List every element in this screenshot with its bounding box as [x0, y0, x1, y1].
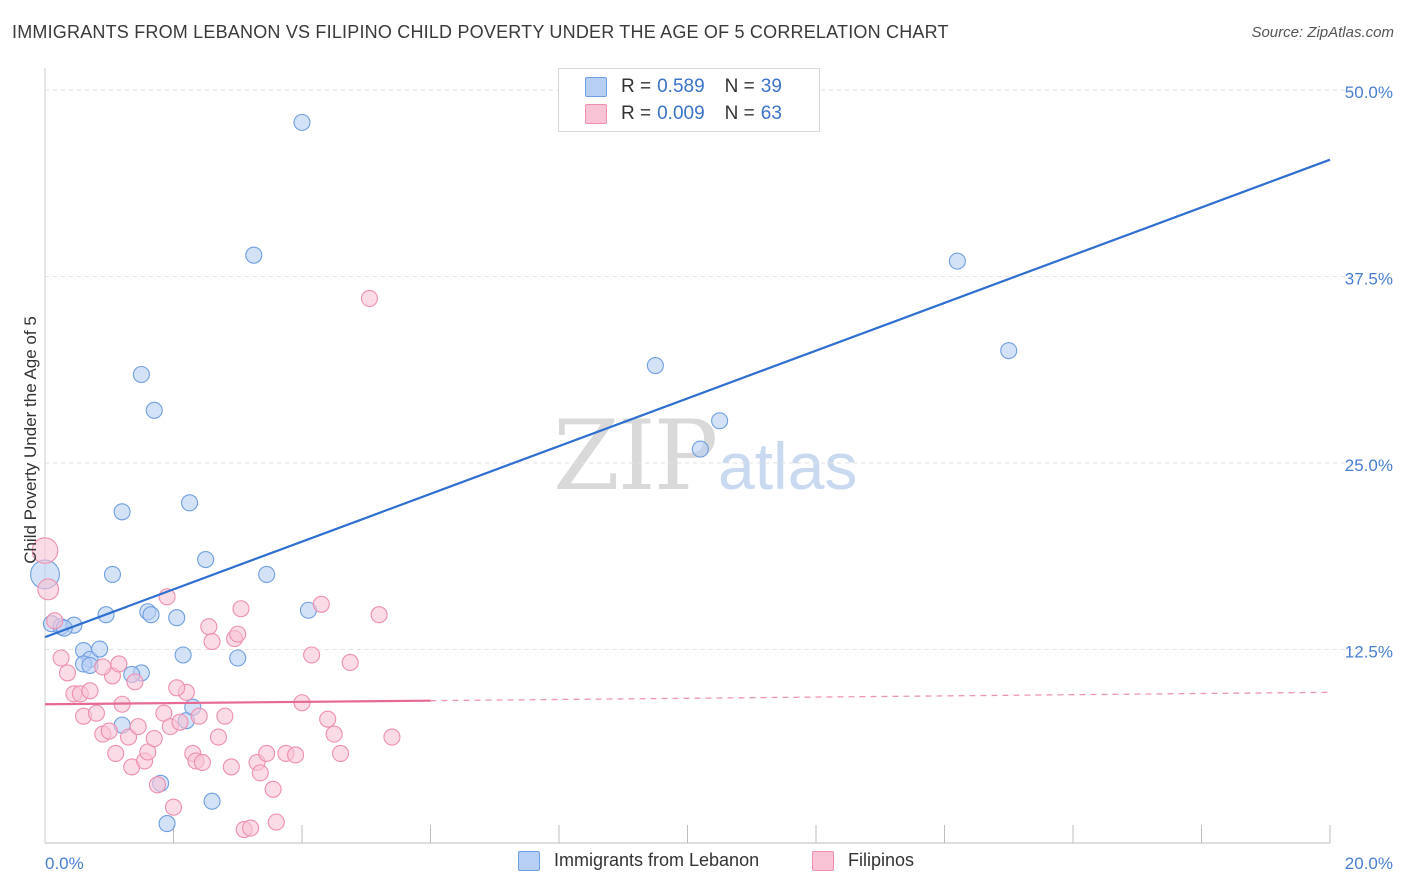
filipinos-point [360, 289, 379, 307]
filipinos-point [52, 649, 70, 667]
filipinos-point [100, 722, 118, 740]
n-value: 63 [760, 103, 782, 124]
n-value: 39 [760, 76, 782, 97]
watermark-atlas: atlas [718, 429, 858, 503]
filipinos-point [164, 798, 183, 816]
filipinos-point [190, 707, 208, 725]
lebanon-point [113, 503, 131, 521]
lebanon-point [1000, 342, 1018, 360]
filipinos-point [383, 728, 401, 746]
filipinos-point [119, 728, 138, 746]
filipinos-point [303, 646, 321, 664]
y-tick-label: 37.5% [1345, 270, 1393, 289]
x-tick-label: 20.0% [1345, 854, 1393, 873]
chart-title: IMMIGRANTS FROM LEBANON VS FILIPINO CHIL… [12, 22, 949, 42]
filipinos-point [331, 744, 350, 763]
r-value: 0.589 [657, 76, 705, 97]
filipinos-point [232, 600, 250, 618]
lebanon-point [948, 252, 966, 270]
filipinos-point [81, 682, 99, 700]
lebanon-point [181, 494, 199, 512]
filipinos-point [325, 725, 343, 743]
lebanon-point [132, 365, 150, 384]
filipinos-point [258, 744, 276, 763]
stats-legend: R = 0.589 N = 39 R = 0.009 N = 63 [558, 68, 820, 132]
lebanon-point [168, 609, 186, 627]
filipinos-point [370, 606, 388, 624]
lebanon-point [711, 412, 729, 430]
filipinos-point [193, 753, 211, 771]
filipinos-point [312, 595, 330, 613]
filipinos-point [87, 704, 105, 722]
legend-filipinos-label: Filipinos [848, 850, 915, 870]
y-tick-label: 50.0% [1345, 83, 1393, 102]
lebanon-point [91, 640, 109, 658]
filipinos-point [107, 744, 125, 763]
filipinos-swatch [585, 104, 607, 124]
lebanon-point [646, 357, 664, 375]
filipinos-point [94, 658, 112, 676]
lebanon-point [145, 401, 163, 419]
lebanon-trend-line [44, 158, 1331, 639]
filipinos-point [110, 655, 128, 673]
lebanon-swatch [585, 77, 607, 97]
filipinos-point [46, 612, 64, 630]
legend-filipinos-swatch [812, 850, 834, 871]
series-legend: Immigrants from Lebanon Filipinos [0, 850, 1406, 878]
y-tick-label: 25.0% [1345, 456, 1393, 475]
filipinos-point [126, 673, 144, 691]
filipinos-point [203, 633, 221, 651]
filipinos-point [168, 679, 186, 697]
filipinos-point [319, 710, 337, 728]
filipinos-point [251, 764, 269, 782]
lebanon-point [258, 565, 276, 583]
filipinos-point [287, 746, 305, 764]
y-tick-label: 12.5% [1345, 643, 1393, 662]
x-tick-label: 0.0% [45, 854, 84, 873]
n-label: N = [724, 103, 755, 124]
legend-item-filipinos[interactable]: Filipinos [812, 850, 914, 871]
r-value: 0.009 [657, 103, 705, 124]
legend-lebanon-swatch [518, 850, 540, 871]
filipinos-point [129, 718, 147, 736]
lebanon-point [103, 565, 122, 583]
lebanon-point [245, 246, 263, 264]
lebanon-point [293, 113, 311, 131]
lebanon-point [691, 440, 709, 458]
filipinos-point [200, 618, 218, 636]
filipinos-point [267, 813, 285, 831]
stats-row-lebanon: R = 0.589 N = 39 [585, 75, 782, 99]
filipinos-point [341, 653, 359, 672]
filipinos-point [209, 728, 228, 746]
filipinos-point [171, 713, 189, 731]
filipinos-point [242, 819, 260, 837]
y-axis-label-wrap: Child Poverty Under the Age of 5 [16, 300, 46, 720]
filipinos-point [31, 537, 59, 564]
r-label: R = [621, 76, 652, 97]
n-label: N = [724, 76, 755, 97]
stats-row-filipinos: R = 0.009 N = 63 [585, 102, 782, 126]
r-label: R = [621, 103, 652, 124]
filipinos-trend-line [44, 699, 431, 706]
lebanon-point [197, 550, 215, 569]
lebanon-point [174, 646, 192, 664]
filipinos-point [58, 664, 77, 682]
filipinos-point [37, 578, 60, 601]
legend-item-lebanon[interactable]: Immigrants from Lebanon [518, 850, 759, 871]
filipinos-point [145, 730, 163, 748]
lebanon-point [158, 815, 176, 833]
y-axis-label: Child Poverty Under the Age of 5 [21, 316, 40, 564]
filipinos-point [222, 758, 240, 776]
lebanon-point [229, 649, 247, 667]
filipinos-point [264, 780, 282, 798]
legend-lebanon-label: Immigrants from Lebanon [554, 850, 760, 870]
filipinos-point [216, 707, 234, 725]
filipinos-trend-extension [430, 691, 1331, 702]
lebanon-point [203, 792, 221, 810]
lebanon-point [142, 606, 160, 624]
filipinos-point [148, 776, 166, 794]
filipinos-point [229, 625, 247, 643]
source-label: Source: ZipAtlas.com [1251, 24, 1394, 41]
